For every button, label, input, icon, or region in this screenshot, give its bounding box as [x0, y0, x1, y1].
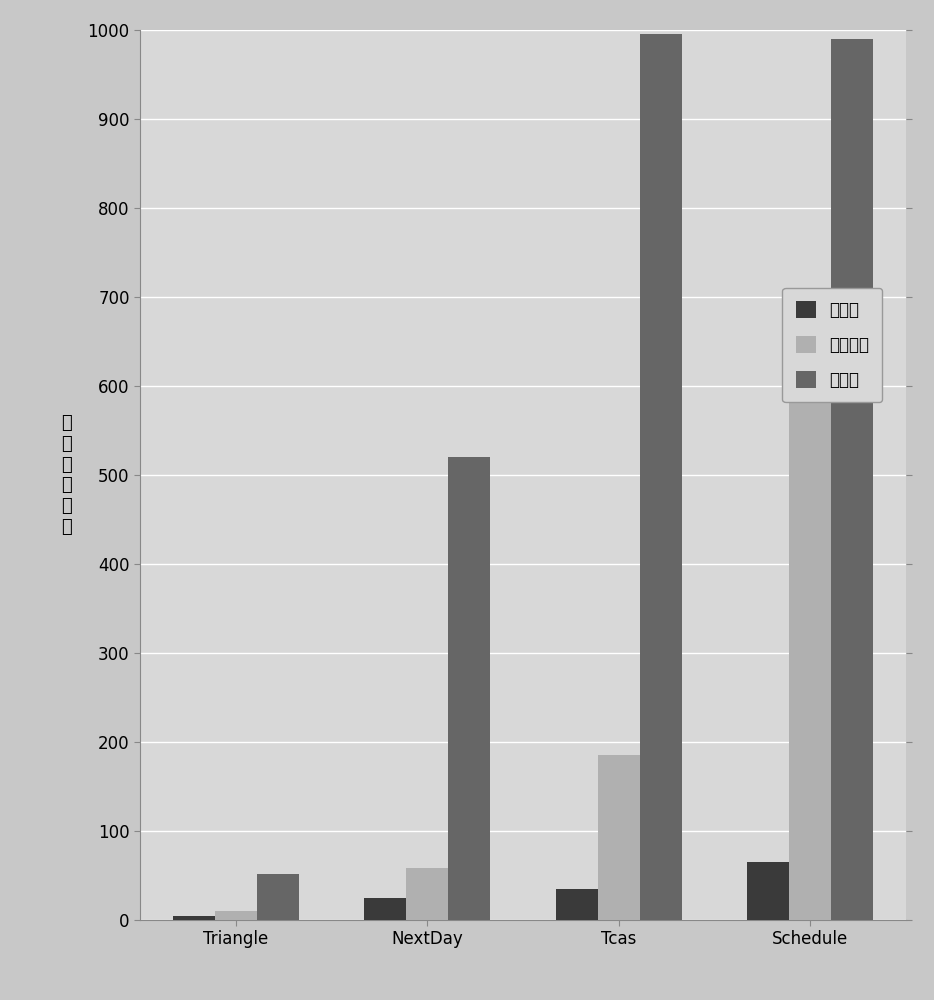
Bar: [406, 868, 448, 920]
Bar: [257, 874, 299, 920]
Legend: 本发明, 遗传算法, 随机法: 本发明, 遗传算法, 随机法: [783, 288, 883, 402]
Bar: [448, 457, 490, 920]
Bar: [640, 34, 682, 920]
Y-axis label: 迭
代
次
数
均
值: 迭 代 次 数 均 值: [62, 414, 72, 536]
Bar: [789, 328, 831, 920]
Bar: [598, 755, 640, 920]
Bar: [173, 916, 215, 920]
Bar: [215, 911, 257, 920]
Bar: [831, 39, 873, 920]
Bar: [364, 898, 406, 920]
Bar: [556, 889, 598, 920]
Bar: [747, 862, 789, 920]
